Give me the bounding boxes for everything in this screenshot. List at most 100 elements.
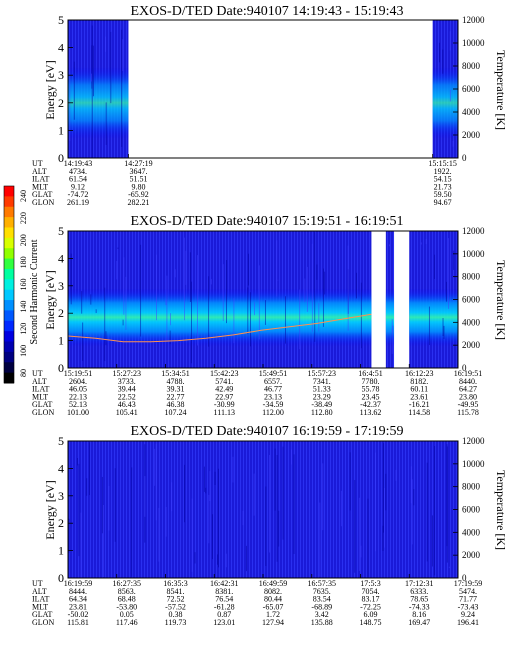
- ytick-right-label: 12000: [462, 226, 485, 236]
- orbit-cell: 111.13: [214, 408, 235, 417]
- orbit-cell: 15:34:51: [161, 369, 189, 378]
- colorbar-tick-label: 220: [19, 212, 28, 224]
- colorbar-swatch: [4, 362, 14, 374]
- colorbar-swatch: [4, 310, 14, 322]
- panel-2-plot-area: [67, 231, 458, 368]
- ytick-label: 5: [58, 13, 64, 27]
- ytick-label: 2: [58, 306, 64, 320]
- panel-3: EXOS-D/TED Date:940107 16:19:59 - 17:19:…: [32, 424, 505, 627]
- orbit-cell: 107.24: [165, 408, 187, 417]
- orbit-cell: 261.19: [67, 198, 89, 207]
- orbit-cell: 22.77: [167, 392, 185, 401]
- colorbar-swatch: [4, 196, 14, 208]
- orbit-cell: 46.05: [69, 385, 87, 394]
- orbit-cell: -61.28: [214, 602, 235, 611]
- orbit-row-label: GLAT: [32, 610, 53, 619]
- orbit-cell: 68.48: [118, 595, 136, 604]
- orbit-row-label: UT: [32, 369, 43, 378]
- panel-3-ylabel: Energy [eV]: [43, 480, 57, 539]
- orbit-cell: 71.77: [459, 595, 477, 604]
- ytick-right-label: 8000: [462, 272, 481, 282]
- orbit-cell: 8381.: [215, 587, 233, 596]
- ytick-right-label: 8000: [462, 482, 481, 492]
- panel-1-axes: 0 1 2 3 4 5 0 2000 4000 6000 8000 10000 12000: [58, 13, 485, 165]
- colorbar-tick-label: 140: [19, 301, 28, 313]
- orbit-cell: 9.24: [461, 610, 475, 619]
- orbit-cell: -57.52: [165, 602, 186, 611]
- spectrogram-band: [385, 288, 395, 347]
- ytick-right-label: 6000: [462, 84, 481, 94]
- ytick-right-label: 10000: [462, 38, 485, 48]
- orbit-cell: 123.01: [213, 618, 235, 627]
- orbit-row-label: MLT: [32, 392, 48, 401]
- orbit-cell: 8082.: [264, 587, 282, 596]
- ytick-label: 0: [58, 361, 64, 375]
- colorbar-label: Second Harmonic Current: [29, 239, 40, 344]
- orbit-row-label: GLAT: [32, 190, 53, 199]
- orbit-cell: 39.44: [118, 385, 136, 394]
- orbit-row-label: ALT: [32, 167, 47, 176]
- colorbar-swatch: [4, 341, 14, 353]
- colorbar-swatch: [4, 217, 14, 228]
- orbit-cell: 22.97: [215, 392, 233, 401]
- orbit-cell: 169.47: [408, 618, 430, 627]
- colorbar-swatch: [4, 372, 14, 384]
- ytick-label: 1: [58, 123, 64, 137]
- colorbar: 240 220 200 180 160 140 120 100 80 Second Harmon…: [3, 185, 40, 384]
- ytick-label: 5: [58, 224, 64, 238]
- orbit-cell: 8563.: [118, 587, 136, 596]
- ytick-right-label: 4000: [462, 317, 481, 327]
- orbit-cell: 55.78: [362, 385, 380, 394]
- orbit-cell: 8182.: [410, 377, 428, 386]
- orbit-cell: -68.89: [311, 602, 332, 611]
- colorbar-swatch: [4, 237, 14, 249]
- colorbar-tick-label: 80: [19, 369, 28, 377]
- ytick-right-label: 8000: [462, 61, 481, 71]
- ytick-right-label: 10000: [462, 459, 485, 469]
- orbit-row-label: ALT: [32, 587, 47, 596]
- orbit-cell: -65.07: [263, 602, 284, 611]
- orbit-cell: 9.12: [71, 182, 85, 191]
- orbit-cell: 7780.: [362, 377, 380, 386]
- panel-1-ylabel: Energy [eV]: [43, 60, 57, 119]
- orbit-cell: 105.41: [116, 408, 138, 417]
- orbit-cell: 16:42:31: [210, 579, 238, 588]
- orbit-cell: -73.43: [458, 602, 479, 611]
- colorbar-swatch: [4, 351, 14, 363]
- orbit-cell: 16:19:59: [64, 579, 92, 588]
- orbit-cell: 51.33: [313, 385, 331, 394]
- orbit-cell: 7341.: [313, 377, 331, 386]
- orbit-cell: 64.27: [459, 385, 477, 394]
- ytick-label: 2: [58, 96, 64, 110]
- orbit-cell: 46.77: [264, 385, 282, 394]
- ytick-right-label: 12000: [462, 436, 485, 446]
- orbit-cell: 1922.: [434, 167, 452, 176]
- colorbar-swatches: [3, 185, 15, 384]
- orbit-cell: 8444.: [69, 587, 87, 596]
- orbit-row-label: MLT: [32, 182, 48, 191]
- colorbar-swatch: [4, 300, 14, 311]
- orbit-cell: 51.51: [129, 175, 147, 184]
- orbit-cell: 3.42: [315, 610, 329, 619]
- orbit-cell: 22.52: [118, 392, 136, 401]
- orbit-cell: -16.21: [409, 400, 430, 409]
- orbit-cell: -74.72: [68, 190, 89, 199]
- ytick-label: 4: [58, 461, 64, 475]
- orbit-cell: 83.17: [362, 595, 380, 604]
- orbit-row-label: UT: [32, 159, 43, 168]
- orbit-cell: 7635.: [313, 587, 331, 596]
- orbit-cell: 76.54: [215, 595, 233, 604]
- colorbar-swatch: [4, 258, 14, 270]
- orbit-cell: 46.43: [118, 400, 136, 409]
- orbit-cell: -38.49: [311, 400, 332, 409]
- spectrogram-segment: [68, 441, 458, 578]
- ytick-right-label: 2000: [462, 550, 481, 560]
- orbit-cell: 72.52: [167, 595, 185, 604]
- ytick-label: 3: [58, 68, 64, 82]
- orbit-cell: 59.50: [434, 190, 452, 199]
- orbit-cell: 6.09: [364, 610, 378, 619]
- orbit-cell: 83.54: [313, 595, 331, 604]
- orbit-cell: 0.05: [120, 610, 134, 619]
- colorbar-swatch: [4, 248, 14, 260]
